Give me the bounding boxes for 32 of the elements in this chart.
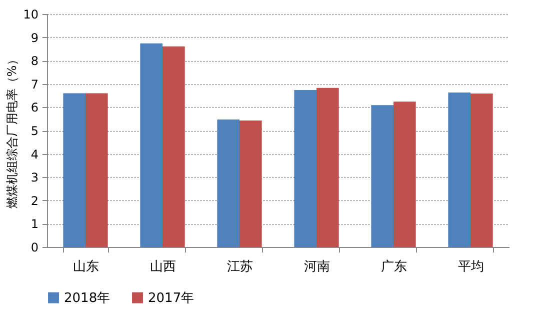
bar [217, 120, 240, 247]
y-tick-label: 3 [30, 170, 38, 185]
bar [394, 102, 416, 247]
legend-label: 2018年 [64, 290, 110, 306]
bar [448, 92, 470, 247]
x-tick-label: 山东 [73, 260, 99, 274]
y-tick-label: 7 [30, 77, 38, 92]
bar [240, 120, 262, 247]
y-tick-label: 6 [30, 100, 38, 115]
bar [140, 43, 162, 247]
y-tick-label: 8 [30, 54, 38, 68]
bar [162, 46, 185, 247]
x-tick-label: 广东 [381, 260, 407, 274]
y-tick-label: 10 [23, 8, 38, 22]
y-tick-label: 5 [30, 124, 38, 138]
y-tick-label: 9 [30, 30, 38, 45]
x-tick-label: 平均 [458, 260, 484, 274]
bar [470, 93, 493, 247]
x-tick-label: 江苏 [227, 260, 253, 274]
bar [86, 93, 108, 247]
x-tick-label: 河南 [304, 260, 330, 274]
y-tick-label: 1 [30, 217, 38, 232]
y-tick-label: 4 [30, 147, 38, 162]
legend-label: 2017年 [148, 290, 194, 306]
bar [371, 105, 394, 247]
bar [63, 93, 86, 247]
y-axis-title: 燃煤机组综合厂用电率（%） [5, 53, 20, 209]
y-tick-label: 0 [30, 240, 38, 254]
bar [294, 90, 316, 247]
y-tick-label: 2 [30, 194, 38, 208]
x-tick-label: 山西 [150, 260, 176, 274]
bar [316, 88, 339, 247]
